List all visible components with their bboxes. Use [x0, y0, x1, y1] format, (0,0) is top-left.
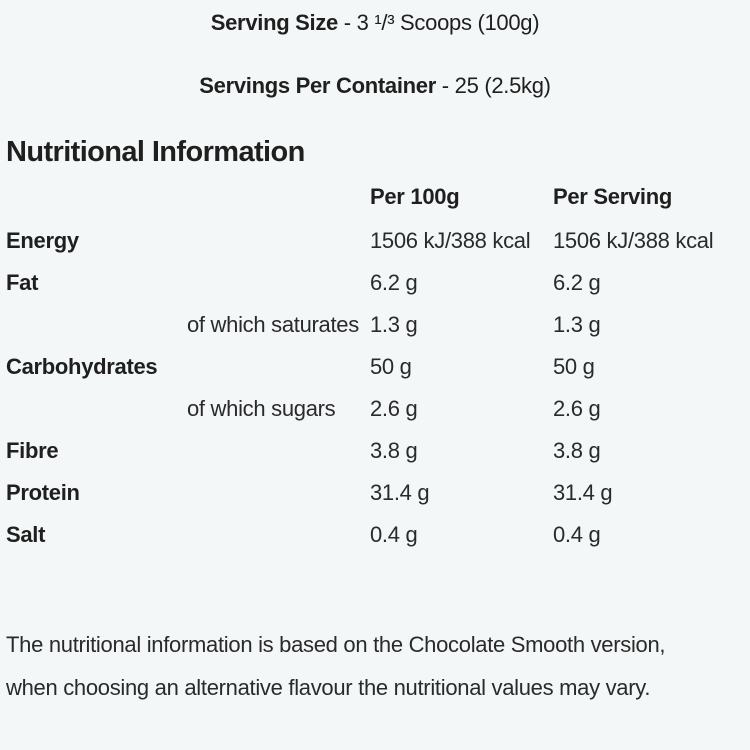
footnote: The nutritional information is based on …	[6, 632, 666, 700]
servings-per-container-label: Servings Per Container	[199, 73, 436, 98]
value-per-serving: 31.4 g	[553, 480, 613, 505]
value-per-serving: 3.8 g	[553, 438, 601, 463]
header-per-100g: Per 100g	[370, 184, 460, 209]
value-per-100g: 3.8 g	[370, 438, 418, 463]
servings-per-container: Servings Per Container - 25 (2.5kg)	[0, 73, 750, 99]
servings-per-container-value: - 25 (2.5kg)	[435, 73, 551, 98]
value-per-100g: 2.6 g	[370, 396, 418, 421]
value-per-100g: 50 g	[370, 354, 412, 379]
value-per-100g: 1.3 g	[370, 312, 418, 337]
value-per-100g: 1506 kJ/388 kcal	[370, 228, 531, 253]
serving-size: Serving Size - 3 ¹/³ Scoops (100g)	[0, 10, 750, 36]
section-title: Nutritional Information	[6, 136, 305, 168]
nutrient-name: Fat	[6, 270, 39, 295]
nutrient-name: Salt	[6, 522, 46, 547]
value-per-serving: 0.4 g	[553, 522, 601, 547]
sub-nutrient-name: of which sugars	[187, 396, 336, 421]
value-per-serving: 50 g	[553, 354, 595, 379]
value-per-serving: 1.3 g	[553, 312, 601, 337]
header-per-serving: Per Serving	[553, 184, 672, 209]
value-per-serving: 6.2 g	[553, 270, 601, 295]
serving-size-label: Serving Size	[210, 10, 339, 35]
value-per-100g: 31.4 g	[370, 480, 430, 505]
sub-nutrient-name: of which saturates	[187, 312, 359, 337]
value-per-100g: 0.4 g	[370, 522, 418, 547]
value-per-serving: 2.6 g	[553, 396, 601, 421]
nutrient-name: Energy	[6, 228, 79, 253]
value-per-serving: 1506 kJ/388 kcal	[553, 228, 714, 253]
serving-size-value: - 3 ¹/³ Scoops (100g)	[337, 10, 540, 35]
nutrient-name: Carbohydrates	[6, 354, 158, 379]
nutrient-name: Fibre	[6, 438, 59, 463]
nutrient-name: Protein	[6, 480, 80, 505]
value-per-100g: 6.2 g	[370, 270, 418, 295]
